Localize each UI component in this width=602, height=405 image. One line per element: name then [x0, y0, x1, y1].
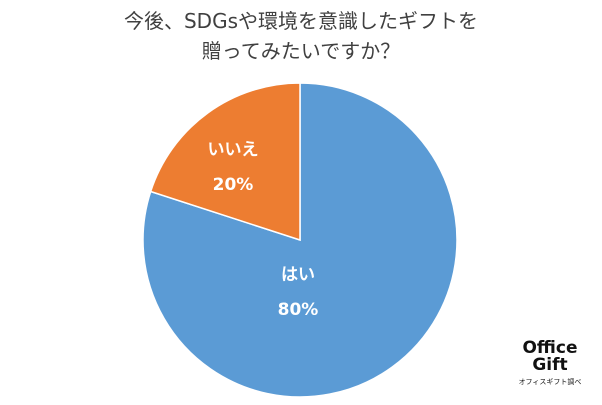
- value-label: 20%: [213, 175, 254, 195]
- chart-title: 今後、SDGsや環境を意識したギフトを 贈ってみたいですか？: [123, 9, 478, 63]
- logo-text: Office: [522, 338, 578, 358]
- pie-slice: [142, 82, 458, 398]
- logo: Office Gift オフィスギフト調べ: [510, 340, 590, 387]
- pie-slice: [149, 82, 301, 242]
- slice-label: はい: [281, 265, 315, 285]
- slice-label: いいえ: [208, 140, 259, 160]
- logo-text: Gift: [532, 355, 568, 375]
- value-label: 80%: [278, 300, 319, 320]
- source: オフィスギフト調べ: [518, 378, 582, 386]
